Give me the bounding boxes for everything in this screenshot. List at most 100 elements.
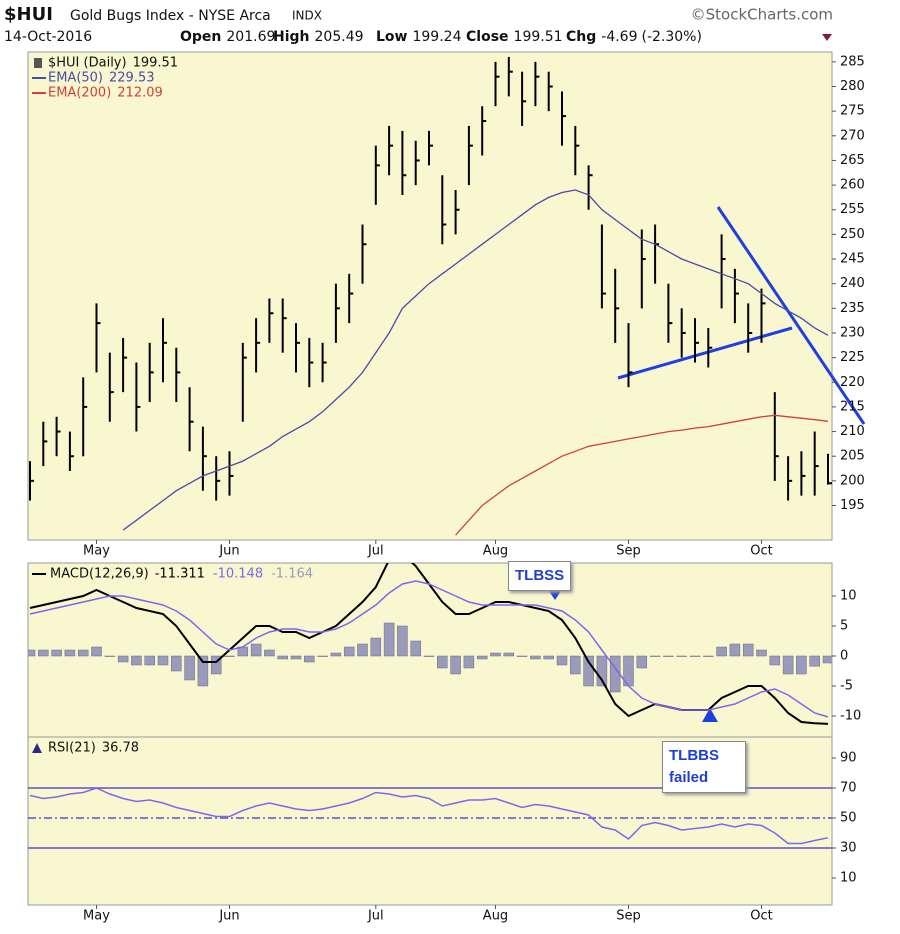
trendline <box>716 206 866 425</box>
y-tick-label: 195 <box>840 498 865 513</box>
quote-value: 199.24 <box>412 29 461 45</box>
histogram-bar <box>782 655 794 675</box>
histogram-bar <box>383 622 395 657</box>
histogram-bar <box>809 655 820 667</box>
quote-value: -4.69 <box>601 29 637 45</box>
legend-label: $HUI (Daily) <box>48 56 127 71</box>
histogram-bar <box>171 655 182 672</box>
legend-value: -1.164 <box>271 567 313 582</box>
histogram-bar <box>157 655 169 666</box>
histogram-bar <box>583 655 594 687</box>
y-tick-label: 230 <box>840 325 865 340</box>
series-line <box>455 414 829 536</box>
y-tick-label: 260 <box>840 178 865 193</box>
histogram-bar <box>77 649 89 657</box>
y-tick-label: 275 <box>840 104 865 119</box>
panel-layer <box>29 56 832 536</box>
histogram-bar <box>250 643 262 657</box>
y-tick-label: 0 <box>840 649 848 664</box>
histogram-bar <box>729 643 741 657</box>
annotation: TLBSS <box>508 561 572 591</box>
histogram-bar <box>530 655 541 660</box>
price-panel <box>27 51 833 541</box>
y-tick-label: 50 <box>840 811 857 826</box>
histogram-bar <box>117 655 129 663</box>
histogram-bar <box>516 655 528 657</box>
x-tick-label: Oct <box>750 544 772 559</box>
histogram-bar <box>450 655 461 675</box>
histogram-bar <box>224 655 235 657</box>
y-tick-label: 235 <box>840 301 865 316</box>
histogram-bar <box>343 646 355 657</box>
histogram-bar <box>663 655 674 657</box>
histogram-bar <box>144 655 155 666</box>
menu-arrow[interactable] <box>822 34 832 41</box>
histogram-bar <box>397 625 408 657</box>
legend-label: EMA(50) <box>48 71 103 86</box>
quote-label: Chg <box>566 29 596 45</box>
quote-label: Open <box>180 29 221 45</box>
y-tick-label: 250 <box>840 227 865 242</box>
y-tick-label: -10 <box>840 709 861 724</box>
x-tick-label: May <box>83 544 110 559</box>
x-tick-label: Sep <box>616 544 641 559</box>
histogram-bar <box>689 655 701 657</box>
y-tick-label: 30 <box>840 841 857 856</box>
histogram-bar <box>543 655 554 660</box>
histogram-bar <box>410 640 421 657</box>
x-tick-label: Jun <box>218 544 239 559</box>
histogram-bar <box>264 649 275 657</box>
y-tick-label: 5 <box>840 619 848 634</box>
quote-label: High <box>273 29 310 45</box>
quote-label: Low <box>376 29 408 45</box>
y-tick-label: 215 <box>840 399 865 414</box>
histogram-bar <box>716 646 727 657</box>
trendline <box>617 326 793 380</box>
y-tick-label: 265 <box>840 153 865 168</box>
histogram-bar <box>210 655 222 675</box>
y-tick-label: 220 <box>840 375 865 390</box>
legend-value: 229.53 <box>109 71 155 86</box>
histogram-bar <box>649 655 661 657</box>
series-line <box>29 580 829 718</box>
histogram-bar <box>330 652 342 657</box>
histogram-bar <box>769 655 781 666</box>
macd-panel <box>27 562 833 738</box>
histogram-bar <box>370 637 382 657</box>
legend-value: 212.09 <box>117 86 163 101</box>
histogram-bar <box>796 655 807 675</box>
histogram-bar <box>676 655 687 657</box>
y-tick-label: 285 <box>840 54 865 69</box>
quote-value: 205.49 <box>315 29 364 45</box>
histogram-bar <box>197 655 209 687</box>
histogram-bar <box>503 652 515 657</box>
legend-label: MACD(12,26,9) <box>50 567 149 582</box>
quote-value: 201.69 <box>226 29 275 45</box>
histogram-bar <box>742 643 754 657</box>
histogram-bar <box>304 655 315 663</box>
y-tick-label: 255 <box>840 202 865 217</box>
legend-glyph <box>32 743 42 753</box>
x-tick-label: Aug <box>483 544 508 559</box>
y-tick-label: 70 <box>840 781 857 796</box>
symbol: $HUI <box>4 4 53 25</box>
histogram-bar <box>317 655 328 657</box>
index-name: Gold Bugs Index - NYSE Arca <box>70 8 271 24</box>
y-tick-label: 270 <box>840 128 865 143</box>
exchange: INDX <box>292 9 322 23</box>
y-tick-label: 240 <box>840 276 865 291</box>
series-line <box>122 189 829 531</box>
y-tick-label: 280 <box>840 79 865 94</box>
histogram-bar <box>463 655 475 669</box>
legend-value: 36.78 <box>102 741 139 756</box>
y-tick-label: 210 <box>840 424 865 439</box>
arrow-up <box>702 708 718 722</box>
histogram-bar <box>556 655 568 666</box>
histogram-bar <box>64 649 76 657</box>
histogram-bar <box>476 655 488 660</box>
histogram-bar <box>91 646 102 657</box>
y-tick-label: 205 <box>840 449 865 464</box>
x-tick-label: Oct <box>750 909 772 924</box>
